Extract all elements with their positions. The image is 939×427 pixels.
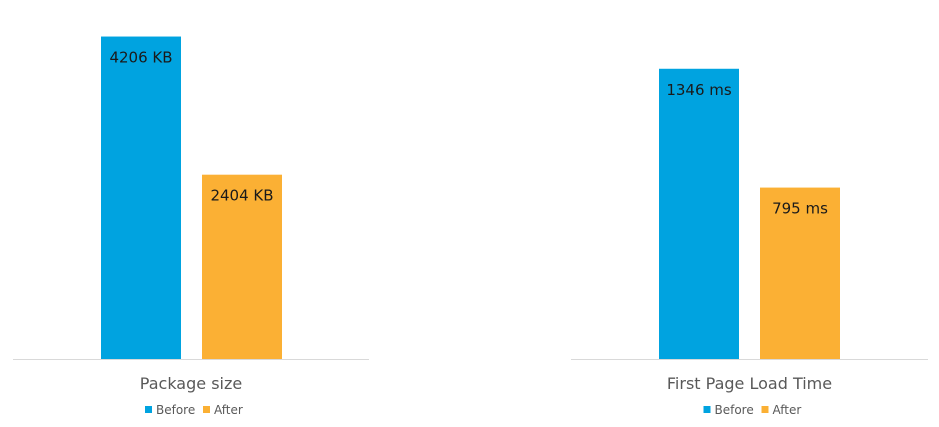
bar-after xyxy=(202,174,282,359)
data-label: 4206 KB xyxy=(109,49,172,67)
bar-after xyxy=(760,187,840,359)
chart-title: Package size xyxy=(140,374,242,393)
data-label: 2404 KB xyxy=(210,187,273,205)
bar-before xyxy=(101,36,181,359)
legend-label: Before xyxy=(156,403,195,417)
legend-label: After xyxy=(214,403,243,417)
data-label: 795 ms xyxy=(772,200,828,218)
legend-swatch-after xyxy=(203,406,210,413)
data-label: 1346 ms xyxy=(666,81,732,99)
bar-before xyxy=(659,68,739,360)
legend-swatch-before xyxy=(145,406,152,413)
legend-label: After xyxy=(773,403,802,417)
chart-title: First Page Load Time xyxy=(667,374,832,393)
legend-swatch-before xyxy=(703,406,711,413)
legend-label: Before xyxy=(715,403,754,417)
legend-swatch-after xyxy=(761,406,769,413)
